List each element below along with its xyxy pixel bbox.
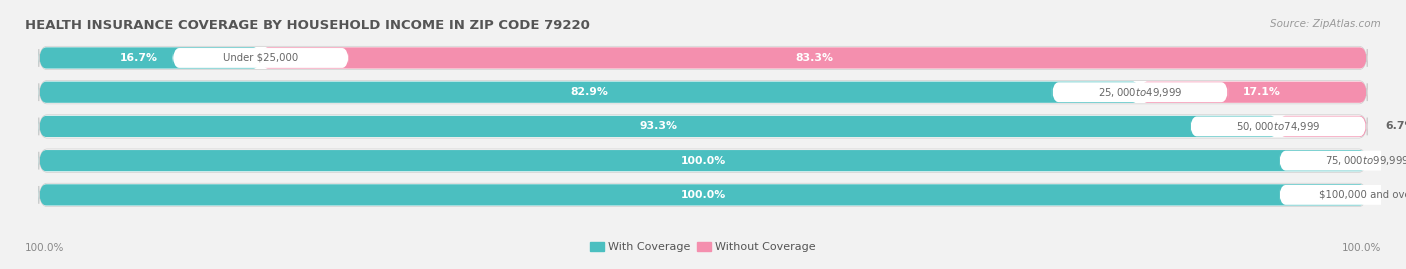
Text: 100.0%: 100.0% [681,190,725,200]
Text: $75,000 to $99,999: $75,000 to $99,999 [1324,154,1406,167]
Text: 82.9%: 82.9% [571,87,609,97]
FancyBboxPatch shape [173,48,349,68]
FancyBboxPatch shape [1278,116,1367,137]
Text: Under $25,000: Under $25,000 [224,53,298,63]
FancyBboxPatch shape [39,116,1278,137]
FancyBboxPatch shape [39,184,1367,206]
FancyBboxPatch shape [39,46,1367,70]
FancyBboxPatch shape [1052,82,1227,102]
FancyBboxPatch shape [1279,151,1406,171]
Text: HEALTH INSURANCE COVERAGE BY HOUSEHOLD INCOME IN ZIP CODE 79220: HEALTH INSURANCE COVERAGE BY HOUSEHOLD I… [25,19,591,32]
FancyBboxPatch shape [1279,185,1406,205]
Text: 100.0%: 100.0% [681,156,725,166]
FancyBboxPatch shape [39,183,1367,207]
Text: $100,000 and over: $100,000 and over [1319,190,1406,200]
FancyBboxPatch shape [39,80,1367,104]
Text: 100.0%: 100.0% [1341,243,1381,253]
Text: 17.1%: 17.1% [1243,87,1281,97]
Text: Source: ZipAtlas.com: Source: ZipAtlas.com [1270,19,1381,29]
FancyBboxPatch shape [39,82,1140,103]
Text: 93.3%: 93.3% [640,121,678,132]
FancyBboxPatch shape [260,47,1367,69]
Text: $25,000 to $49,999: $25,000 to $49,999 [1098,86,1182,99]
Text: 6.7%: 6.7% [1385,121,1406,132]
FancyBboxPatch shape [39,47,260,69]
Text: 100.0%: 100.0% [25,243,65,253]
FancyBboxPatch shape [1140,82,1367,103]
Text: 16.7%: 16.7% [120,53,157,63]
FancyBboxPatch shape [39,115,1367,138]
Legend: With Coverage, Without Coverage: With Coverage, Without Coverage [586,237,820,256]
Text: $50,000 to $74,999: $50,000 to $74,999 [1236,120,1320,133]
FancyBboxPatch shape [1189,116,1367,136]
FancyBboxPatch shape [39,149,1367,172]
FancyBboxPatch shape [39,150,1367,171]
Text: 83.3%: 83.3% [794,53,832,63]
